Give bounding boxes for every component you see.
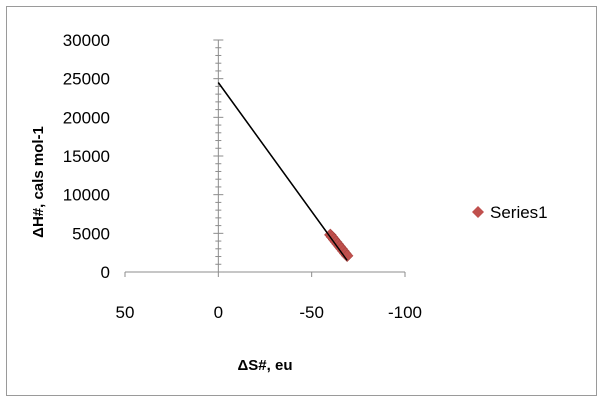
y-tick-label: 10000 [63, 186, 110, 205]
y-tick-label: 5000 [72, 224, 110, 243]
y-tick-label: 20000 [63, 108, 110, 127]
x-tick-label: 50 [116, 303, 135, 322]
legend: Series1 [472, 203, 548, 222]
y-tick-label: 25000 [63, 70, 110, 89]
y-tick-label: 15000 [63, 147, 110, 166]
legend-label-series1: Series1 [490, 203, 548, 222]
trendline-overlay [217, 82, 348, 261]
x-tick-label: -100 [388, 303, 422, 322]
y-tick-label: 0 [101, 263, 110, 282]
y-tick-label: 30000 [63, 31, 110, 50]
legend-marker-series1 [472, 206, 484, 218]
y-axis-title: ΔH#, cals mol-1 [30, 126, 47, 238]
x-tick-label: -50 [299, 303, 324, 322]
x-tick-label: 0 [214, 303, 223, 322]
plot-area: 50 0 -50 -100 0 5000 10000 15000 20000 25000 30000 [63, 31, 422, 322]
chart-frame [6, 6, 597, 396]
x-axis-title: ΔS#, eu [238, 357, 293, 374]
